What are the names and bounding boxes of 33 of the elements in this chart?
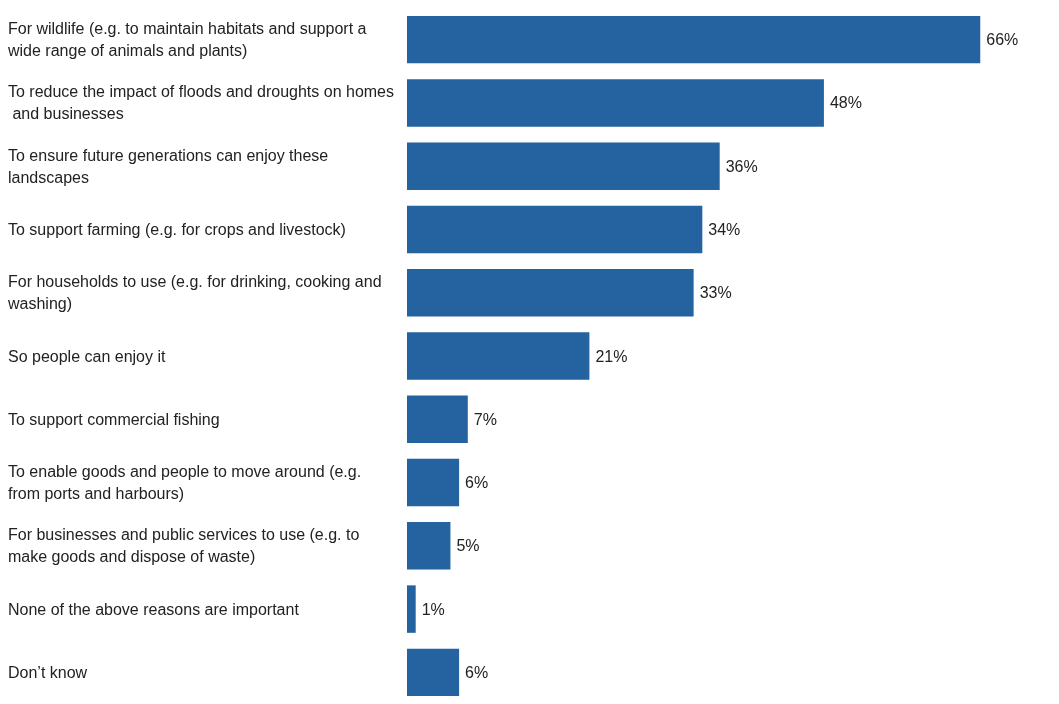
data-label: 1% <box>421 600 445 618</box>
y-tick-label: For wildlife (e.g. to maintain habitats and support a wide range of animals and plants) <box>7 20 371 60</box>
y-tick-label: To support farming (e.g. for crops and livestock) <box>8 220 346 238</box>
y-tick-label: Don’t know <box>8 663 88 681</box>
y-tick-label: To reduce the impact of floods and droughts on homes and businesses <box>8 83 395 123</box>
data-label: 6% <box>465 663 489 681</box>
bar <box>407 79 824 127</box>
y-tick-label: To enable goods and people to move around (e.g. from ports and harbours) <box>8 463 366 503</box>
y-tick-label: So people can enjoy it <box>8 347 166 365</box>
data-label: 33% <box>699 284 732 302</box>
y-tick-label: To ensure future generations can enjoy these landscapes <box>8 146 333 186</box>
bar <box>407 395 468 443</box>
data-label: 36% <box>725 157 758 175</box>
bar <box>407 269 694 317</box>
bar <box>407 205 703 254</box>
data-label: 7% <box>473 410 497 428</box>
bar <box>407 15 981 64</box>
y-tick-label: None of the above reasons are important <box>8 600 300 618</box>
data-label: 48% <box>829 94 862 112</box>
y-tick-label: To support commercial fishing <box>8 410 220 428</box>
bar <box>407 142 720 190</box>
bar <box>407 458 460 507</box>
data-label: 5% <box>456 537 480 555</box>
bar <box>407 332 590 380</box>
y-tick-label: For households to use (e.g. for drinking, cooking and washing) <box>7 273 386 313</box>
bar <box>407 522 451 570</box>
data-label: 66% <box>986 31 1019 49</box>
bar <box>407 648 460 697</box>
data-label: 21% <box>595 347 628 365</box>
data-label: 34% <box>708 220 741 238</box>
bar <box>407 585 416 633</box>
data-label: 6% <box>465 474 489 492</box>
y-tick-label: For businesses and public services to use (e.g. to make goods and dispose of waste) <box>8 526 364 566</box>
